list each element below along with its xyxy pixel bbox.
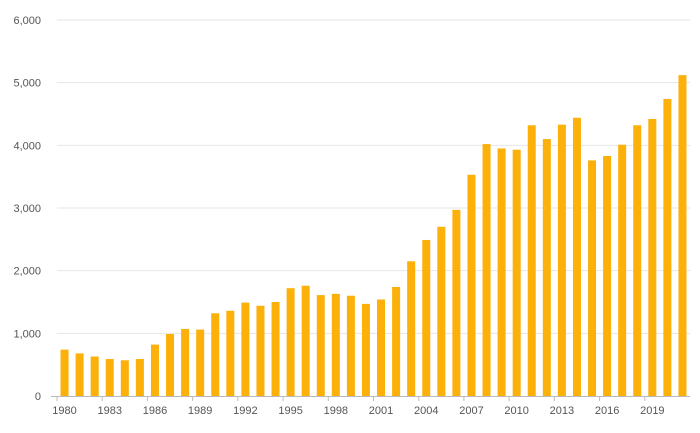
- y-tick-label: 2,000: [13, 266, 41, 278]
- x-tick-label: 1998: [324, 405, 348, 417]
- bar-2005: [437, 226, 446, 396]
- bar-1992: [241, 302, 250, 396]
- bar-2018: [633, 125, 642, 396]
- bar-2002: [392, 286, 401, 396]
- bar-1991: [226, 310, 235, 396]
- x-tick-label: 2013: [550, 405, 574, 417]
- bar-1999: [346, 295, 355, 396]
- bar-1986: [150, 344, 159, 396]
- bar-2015: [588, 160, 597, 396]
- bar-2000: [361, 303, 370, 396]
- y-tick-label: 3,000: [13, 203, 41, 215]
- x-tick-label: 1992: [233, 405, 257, 417]
- y-tick-label: 6,000: [13, 15, 41, 27]
- bar-2003: [407, 261, 416, 396]
- y-tick-label: 1,000: [13, 328, 41, 340]
- x-axis-ticks: 1980 1983 1986 1989 1992 1995 1998 2001 2004 2007…: [52, 396, 665, 417]
- x-tick-label: 1983: [98, 405, 122, 417]
- x-tick-label: 1995: [278, 405, 302, 417]
- bar-2014: [572, 117, 581, 396]
- bar-1984: [120, 360, 129, 396]
- bar-1997: [316, 295, 325, 396]
- bar-2016: [603, 155, 612, 396]
- x-tick-label: 2019: [640, 405, 664, 417]
- bar-1994: [271, 302, 280, 396]
- x-tick-label: 2007: [459, 405, 483, 417]
- bar-2006: [452, 209, 461, 396]
- bar-2020: [663, 98, 672, 397]
- bar-2010: [512, 149, 521, 396]
- bar-2011: [527, 125, 536, 396]
- x-tick-label: 1986: [143, 405, 167, 417]
- bar-2004: [422, 239, 431, 396]
- bars: [60, 75, 687, 397]
- x-tick-label: 2001: [369, 405, 393, 417]
- y-tick-label: 0: [35, 391, 41, 403]
- bar-2021: [678, 75, 687, 397]
- bar-1993: [256, 305, 265, 396]
- bar-1982: [90, 356, 99, 396]
- bar-1996: [301, 285, 310, 396]
- bar-2009: [497, 148, 506, 396]
- bar-2008: [482, 144, 491, 396]
- bar-2012: [542, 139, 551, 396]
- x-tick-label: 1980: [52, 405, 76, 417]
- y-tick-label: 4,000: [13, 140, 41, 152]
- bar-1989: [196, 329, 205, 396]
- bar-1990: [211, 313, 220, 396]
- bar-2013: [557, 124, 566, 397]
- bar-2001: [377, 299, 386, 396]
- y-axis-ticks: 0 1,000 2,000 3,000 4,000 5,000 6,000: [13, 15, 41, 403]
- bar-1987: [166, 333, 175, 396]
- bar-2007: [467, 174, 476, 396]
- bar-1981: [75, 353, 84, 396]
- gridlines: [57, 19, 690, 334]
- bar-1998: [331, 293, 340, 396]
- bar-1985: [135, 359, 144, 396]
- x-tick-label: 2016: [595, 405, 619, 417]
- bar-1980: [60, 349, 69, 396]
- bar-2019: [648, 119, 657, 396]
- bar-1983: [105, 359, 114, 396]
- bar-2017: [618, 144, 627, 396]
- bar-1988: [181, 328, 190, 396]
- y-tick-label: 5,000: [13, 78, 41, 90]
- x-tick-label: 1989: [188, 405, 212, 417]
- bar-1995: [286, 288, 295, 396]
- x-tick-label: 2004: [414, 405, 438, 417]
- x-tick-label: 2010: [504, 405, 528, 417]
